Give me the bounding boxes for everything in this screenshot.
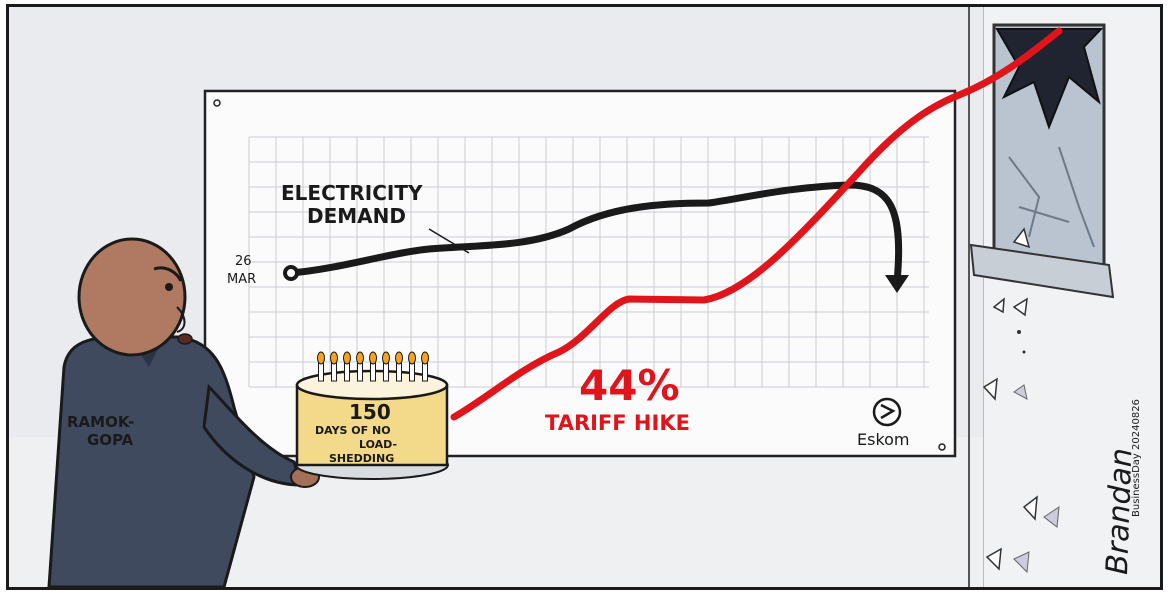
hike-percent: 44%: [579, 361, 680, 410]
chart-grid: [248, 136, 929, 388]
candle: [344, 362, 350, 382]
eskom-logo-text: Eskom: [857, 430, 910, 449]
candle-flame: [369, 351, 377, 365]
character-name-line1: RAMOK-: [67, 413, 134, 431]
broken-window: [969, 23, 1115, 299]
demand-start-marker: [283, 265, 299, 281]
candle: [383, 362, 389, 382]
candle-flame: [382, 351, 390, 365]
candle: [396, 362, 402, 382]
cake-text-line4: SHEDDING: [329, 452, 394, 465]
candle-flame: [356, 351, 364, 365]
candle-flame: [330, 351, 338, 365]
candle: [422, 362, 428, 382]
demand-label-line2: DEMAND: [307, 204, 406, 228]
candle: [370, 362, 376, 382]
candle: [357, 362, 363, 382]
start-label-month: MAR: [227, 272, 256, 287]
candle: [409, 362, 415, 382]
hike-label: TARIFF HIKE: [545, 411, 690, 435]
cake-candles: [317, 351, 429, 382]
candle-flame: [343, 351, 351, 365]
cake-text-line3: LOAD-: [359, 438, 397, 451]
cartoon-frame: ELECTRICITY DEMAND 26 MAR 44% TARIFF HIK…: [6, 4, 1163, 590]
birthday-cake: 150 DAYS OF NO LOAD- SHEDDING: [295, 351, 449, 480]
demand-arrow-head: [885, 275, 909, 293]
artist-signature: Brandan: [1100, 447, 1139, 575]
cake-text-line2: DAYS OF NO: [315, 424, 391, 437]
character-name-line2: GOPA: [87, 431, 134, 449]
character-head: [77, 237, 187, 357]
candle-flame: [421, 351, 429, 365]
start-label-day: 26: [235, 254, 252, 269]
candle: [331, 362, 337, 382]
publication-credit: BusinessDay 20240826: [1131, 399, 1142, 517]
ramokgopa-figure: RAMOK- GOPA: [47, 237, 320, 587]
candle-flame: [408, 351, 416, 365]
candle-flame: [317, 351, 325, 365]
demand-label-line1: ELECTRICITY: [281, 181, 423, 205]
candle-flame: [395, 351, 403, 365]
glass-shards: [982, 297, 1060, 574]
candle: [318, 362, 324, 382]
electricity-demand-line: [287, 181, 903, 286]
eskom-logo: Eskom: [857, 397, 910, 449]
demand-label-pointer: [428, 228, 470, 254]
cartoon-scene: ELECTRICITY DEMAND 26 MAR 44% TARIFF HIK…: [9, 7, 1160, 587]
tariff-hike-line: [450, 27, 1063, 421]
eskom-logo-icon: [872, 397, 902, 427]
cake-text-line1: 150: [349, 400, 391, 424]
